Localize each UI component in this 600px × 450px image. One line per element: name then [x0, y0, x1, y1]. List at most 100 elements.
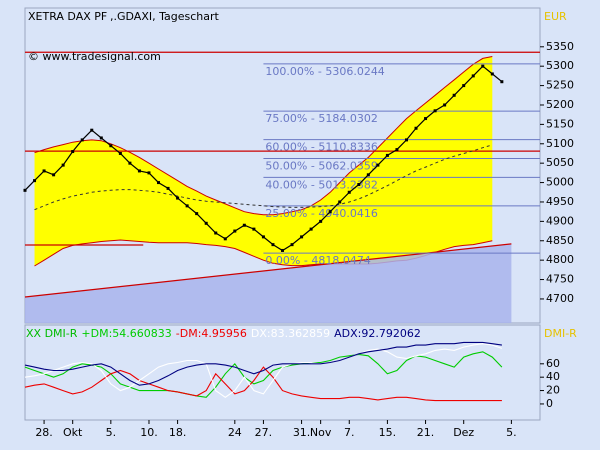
x-tick-label: 5.	[106, 426, 117, 439]
y-tick-label: 4850	[546, 234, 574, 247]
price-point	[90, 128, 94, 132]
y-tick-label: 40	[546, 370, 560, 383]
chart-title: XETRA DAX PF	[28, 10, 107, 23]
x-tick-label: 15.	[379, 426, 397, 439]
fib-label: 75.00% - 5184.0302	[265, 112, 377, 125]
price-point	[328, 210, 332, 214]
price-point	[395, 148, 399, 152]
price-point	[185, 204, 189, 208]
legend-entry: DX:83.362859	[251, 327, 330, 340]
x-tick-label: Dez	[453, 426, 474, 439]
price-point	[204, 221, 208, 225]
price-point	[23, 188, 27, 192]
price-point	[147, 171, 151, 175]
price-point	[109, 144, 113, 148]
y-tick-label: 4950	[546, 195, 574, 208]
x-tick-label: Okt	[63, 426, 83, 439]
x-tick-label: 21.	[417, 426, 435, 439]
price-point	[385, 153, 389, 157]
price-point	[404, 138, 408, 142]
price-point	[233, 229, 237, 233]
plot-area	[24, 324, 541, 421]
x-tick-label: 7.	[344, 426, 355, 439]
fib-label: 60.00% - 5110.8336	[265, 141, 377, 154]
price-point	[71, 150, 75, 154]
indicator-line	[24, 366, 502, 402]
legend-entry: ADX:92.792062	[334, 327, 421, 340]
x-tick-label: 5.	[506, 426, 517, 439]
price-point	[166, 186, 170, 190]
trend-area	[25, 243, 512, 323]
price-point	[281, 248, 284, 252]
price-point	[357, 183, 361, 187]
right-label: DMI-R	[544, 327, 577, 340]
y-tick-label: 5350	[546, 40, 574, 53]
y-tick-label: 4800	[546, 253, 574, 266]
currency-label: EUR	[544, 10, 567, 23]
price-point	[42, 169, 46, 173]
price-point	[99, 136, 103, 140]
price-point	[52, 173, 56, 177]
price-point	[500, 80, 504, 84]
indicator-line	[24, 343, 503, 398]
price-point	[290, 243, 294, 247]
price-point	[176, 196, 180, 200]
price-point	[366, 173, 370, 177]
price-point	[33, 179, 37, 183]
price-point	[452, 93, 456, 97]
price-point	[471, 74, 475, 78]
x-tick-label: Nov	[310, 426, 332, 439]
fib-label: 0.00% - 4818.0474	[265, 254, 370, 267]
price-point	[347, 190, 351, 194]
watermark: © www.tradesignal.com	[28, 50, 161, 63]
price-point	[271, 243, 275, 247]
y-tick-label: 5150	[546, 117, 574, 130]
price-point	[309, 227, 313, 231]
y-tick-label: 5100	[546, 137, 574, 150]
price-point	[252, 227, 256, 231]
y-tick-label: 5200	[546, 98, 574, 111]
price-point	[61, 163, 65, 167]
x-tick-label: 24	[228, 426, 242, 439]
y-tick-label: 5300	[546, 59, 574, 72]
y-tick-label: 5000	[546, 176, 574, 189]
price-point	[443, 103, 447, 107]
y-tick-label: 5250	[546, 79, 574, 92]
y-tick-label: 4700	[546, 292, 574, 305]
indicator-line	[24, 351, 503, 398]
price-point	[319, 219, 323, 223]
moving-average	[34, 144, 493, 211]
x-tick-label: 18.	[169, 426, 187, 439]
price-point	[157, 181, 161, 185]
price-point	[242, 223, 246, 227]
price-point	[128, 161, 132, 165]
fib-label: 40.00% - 5013.2382	[265, 178, 377, 191]
price-point	[414, 126, 418, 130]
indicator-legend: XX DMI-R +DM:54.660833 -DM:4.95956 DX:83.36…	[26, 327, 421, 340]
price-point	[462, 84, 466, 88]
band-fill	[34, 56, 493, 266]
price-point	[481, 64, 485, 68]
indicator-line	[24, 341, 502, 386]
fib-label: 25.00% - 4940.0416	[265, 207, 377, 220]
y-tick-label: 4750	[546, 273, 574, 286]
price-point	[376, 163, 380, 167]
x-tick-label: 27.	[255, 426, 273, 439]
y-tick-label: 4900	[546, 214, 574, 227]
y-tick-label: 5050	[546, 156, 574, 169]
x-tick-label: 28.	[35, 426, 53, 439]
x-tick-label: 10.	[140, 426, 158, 439]
price-point	[118, 151, 122, 155]
price-point	[137, 169, 141, 173]
price-point	[490, 72, 494, 76]
fib-label: 50.00% - 5062.0359	[265, 160, 377, 173]
indicator-title: XX DMI-R	[26, 327, 78, 340]
price-point	[223, 237, 227, 241]
price-point	[433, 109, 437, 113]
price-point	[261, 235, 265, 239]
legend-entry: +DM:54.660833	[81, 327, 171, 340]
y-tick-label: 0	[546, 397, 553, 410]
price-point	[424, 117, 428, 121]
y-tick-label: 60	[546, 357, 560, 370]
